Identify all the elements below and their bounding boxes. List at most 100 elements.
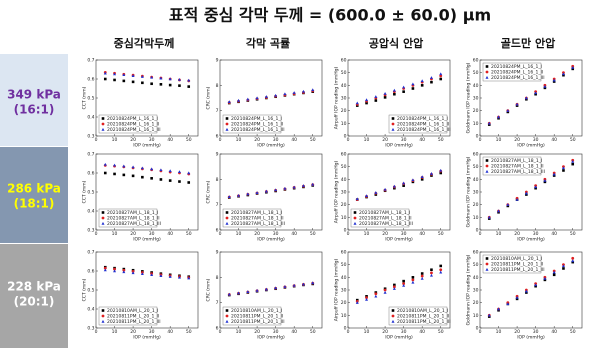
legend-label: 20210827AM_L_18_1_II <box>359 216 412 222</box>
point <box>402 282 406 286</box>
row-bg <box>0 54 68 146</box>
point <box>168 179 172 182</box>
point <box>292 283 296 287</box>
x-tick-label: 0 <box>479 231 482 237</box>
legend-label: 20210824PM_L_16_1_II <box>491 70 543 76</box>
legend-marker <box>101 319 105 323</box>
point <box>122 268 126 272</box>
point <box>365 297 369 301</box>
legend-label: 20210824PM_L_16_1_I <box>397 116 448 122</box>
x-axis-label: IOP (mmHg) <box>385 143 413 149</box>
point <box>283 186 287 190</box>
point <box>552 270 556 274</box>
legend-marker <box>485 164 489 168</box>
y-tick-label: 0.5 <box>87 288 94 294</box>
point <box>534 283 538 287</box>
point <box>292 91 296 94</box>
y-tick-label: 30 <box>341 288 347 294</box>
point <box>402 181 406 185</box>
y-tick-label: 40 <box>473 177 479 183</box>
legend-marker <box>391 127 395 131</box>
legend-label: 20210810AM_L_20_1_I <box>491 256 542 262</box>
legend-marker <box>391 319 395 323</box>
legend-marker <box>485 169 489 173</box>
point <box>534 186 537 190</box>
point <box>227 195 231 199</box>
point <box>392 88 396 92</box>
point <box>103 162 107 166</box>
point <box>383 91 387 95</box>
column-header: 골드만 안압 <box>501 36 555 50</box>
legend-label: 20210827AM_L_18_1_I <box>359 210 410 216</box>
point <box>411 276 415 279</box>
x-tick-label: 30 <box>149 231 155 237</box>
legend-marker <box>225 216 229 220</box>
x-tick-label: 50 <box>438 329 444 335</box>
y-tick-label: 8 <box>216 177 219 183</box>
point <box>392 285 396 289</box>
x-tick-label: 0 <box>95 231 98 237</box>
x-tick-label: 50 <box>310 329 316 335</box>
y-axis-label: Goldmann IOP reading (mmHg) <box>466 62 472 133</box>
point <box>355 197 359 201</box>
y-tick-label: 0.3 <box>87 326 94 332</box>
point <box>383 288 387 292</box>
y-tick-label: 30 <box>341 190 347 196</box>
point <box>439 77 443 81</box>
point <box>292 185 296 189</box>
point <box>113 269 117 273</box>
y-tick-label: 7 <box>216 202 219 208</box>
x-tick-label: 30 <box>149 137 155 143</box>
x-tick-label: 50 <box>438 137 444 143</box>
point <box>141 175 144 179</box>
x-axis-label: IOP (mmHg) <box>517 237 545 243</box>
column-header: 각막 곡률 <box>246 36 290 50</box>
x-tick-label: 10 <box>364 329 370 335</box>
point <box>113 72 117 76</box>
point <box>543 277 547 280</box>
point <box>237 98 241 102</box>
x-axis-label: IOP (mmHg) <box>133 143 161 149</box>
x-tick-label: 10 <box>364 231 370 237</box>
y-tick-label: 0.3 <box>87 228 94 234</box>
legend-label: 20210810AM_L_20_1_I <box>397 308 448 314</box>
point <box>264 287 268 291</box>
point <box>411 280 415 284</box>
point <box>159 178 163 181</box>
legend-label: 20210827AM_L_18_1_I <box>107 210 158 216</box>
y-axis-label: CRC (mm) <box>206 278 212 301</box>
point <box>168 77 172 81</box>
legend-marker <box>391 314 395 318</box>
x-tick-label: 30 <box>273 329 279 335</box>
point <box>113 163 117 167</box>
y-tick-label: 8 <box>216 83 219 89</box>
point <box>571 67 575 71</box>
x-axis-label: IOP (mmHg) <box>133 237 161 243</box>
legend-marker <box>391 117 395 120</box>
y-tick-label: 6 <box>216 228 219 234</box>
y-tick-label: 10 <box>473 215 479 221</box>
y-tick-label: 50 <box>473 164 479 170</box>
y-tick-label: 9 <box>216 250 219 256</box>
y-tick-label: 0.4 <box>87 209 94 215</box>
legend-label: 20210824PM_L_16_1_I <box>231 116 282 122</box>
legend-label: 20210824PM_L_16_1_II <box>107 122 159 128</box>
legend-label: 20210811PM_L_20_1_III <box>397 319 451 325</box>
y-tick-label: 40 <box>341 83 347 89</box>
point <box>159 76 163 80</box>
legend-marker <box>101 127 105 131</box>
legend-label: 20210824PM_L_16_1_III <box>107 127 161 133</box>
point <box>552 174 556 177</box>
point <box>515 102 519 106</box>
y-tick-label: 60 <box>341 152 347 158</box>
x-tick-label: 20 <box>382 329 388 335</box>
point <box>246 192 250 196</box>
x-tick-label: 0 <box>347 329 350 335</box>
point <box>168 169 172 173</box>
point <box>255 191 259 194</box>
x-tick-label: 10 <box>112 137 118 143</box>
y-tick-label: 0.4 <box>87 115 94 121</box>
point <box>534 284 537 288</box>
